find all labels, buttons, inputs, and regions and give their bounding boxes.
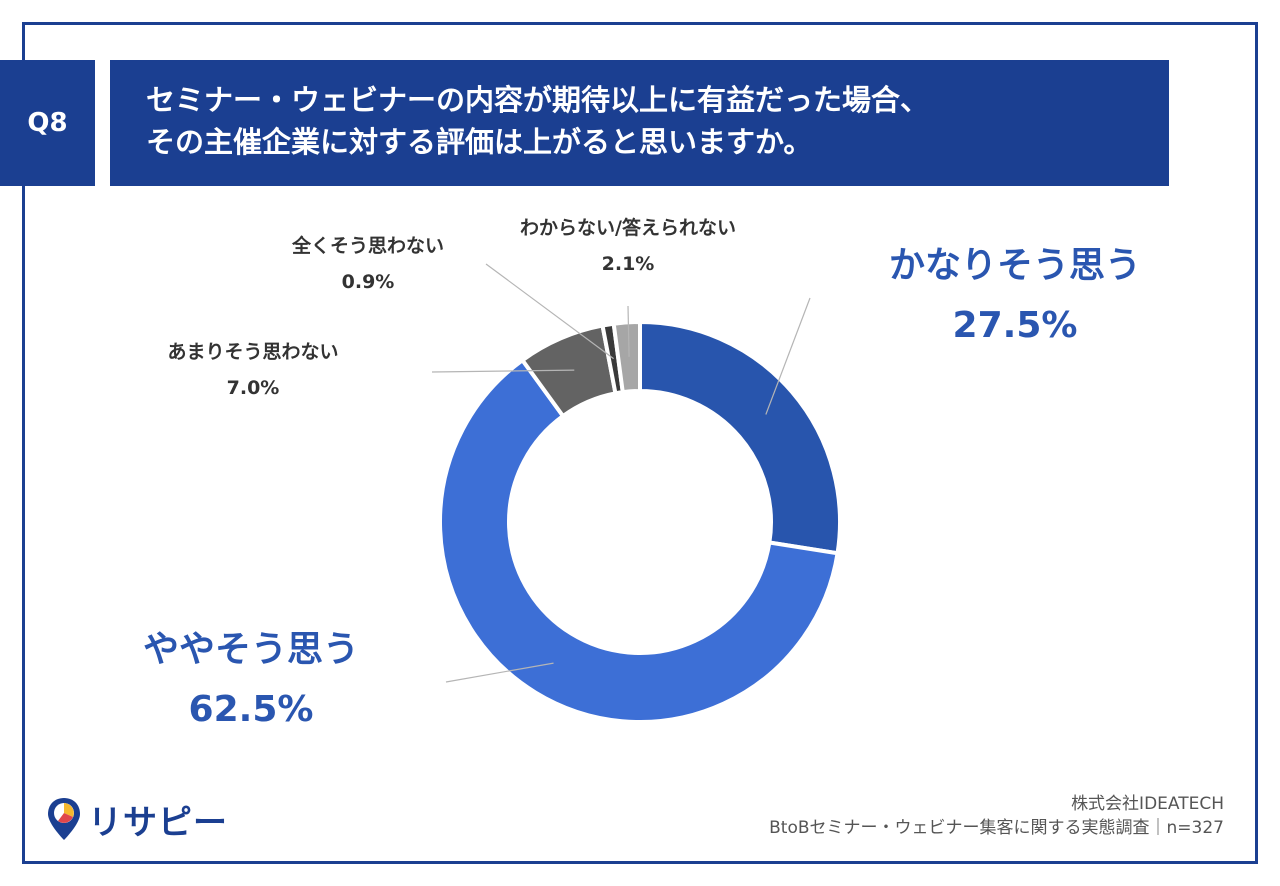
label-yaya: ややそう思う 62.5% [116,620,386,740]
label-yaya-name: ややそう思う [142,629,359,670]
label-wakaranai: わからない/答えられない 2.1% [490,210,766,282]
footer-company: 株式会社IDEATECH [1071,794,1224,814]
label-mattaku: 全くそう思わない 0.9% [268,228,468,300]
chart-title: セミナー・ウェビナーの内容が期待以上に有益だった場合、 その主催企業に対する評価… [110,60,1169,186]
map-pin-icon [48,798,80,840]
label-mattaku-value: 0.9% [341,271,395,293]
footer-credit: 株式会社IDEATECH BtoBセミナー・ウェビナー集客に関する実態調査｜n=… [769,792,1224,840]
label-kanari-value: 27.5% [952,305,1078,346]
slice-yaya [438,357,840,724]
leader-amari [431,369,575,373]
label-amari-value: 7.0% [226,377,280,399]
footer-survey: BtoBセミナー・ウェビナー集客に関する実態調査｜n=327 [769,818,1224,838]
logo-text: リサピー [88,802,228,843]
label-kanari: かなりそう思う 27.5% [870,236,1160,356]
label-wakaranai-name: わからない/答えられない [520,217,736,239]
label-amari: あまりそう思わない 7.0% [140,334,366,406]
question-number-badge: Q8 [0,60,95,186]
leader-mattaku [485,263,614,360]
label-mattaku-name: 全くそう思わない [291,235,444,257]
label-kanari-name: かなりそう思う [888,245,1141,286]
label-yaya-value: 62.5% [188,689,314,730]
risapy-logo: リサピー [46,796,228,843]
leader-wakaranai [627,305,630,357]
title-line-2: その主催企業に対する評価は上がると思いますか。 [146,125,813,159]
slice-wakaranai [611,319,642,395]
leader-yaya [445,662,554,683]
slice-kanari [638,319,842,556]
leader-kanari [765,297,811,415]
label-amari-name: あまりそう思わない [167,341,339,363]
label-wakaranai-value: 2.1% [601,253,655,275]
title-line-1: セミナー・ウェビナーの内容が期待以上に有益だった場合、 [146,83,930,117]
